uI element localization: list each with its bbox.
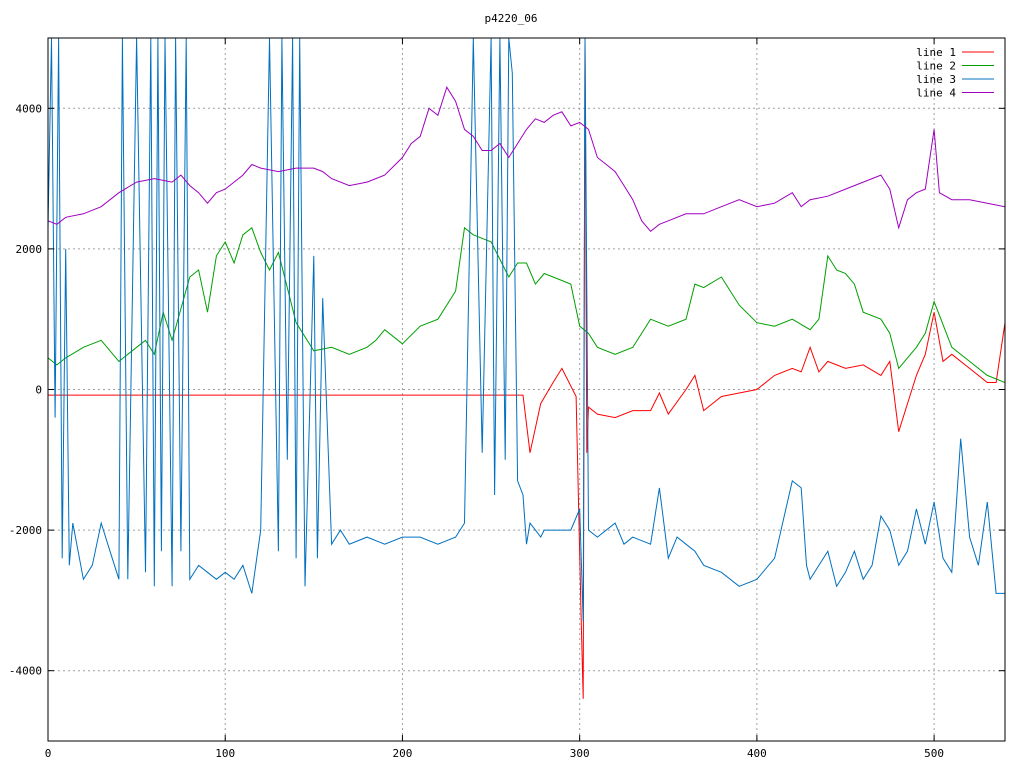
series-line-1 [48,38,1005,699]
legend-label-3: line 3 [916,73,956,86]
x-tick-label: 200 [393,747,413,760]
chart-title: p4220_06 [485,12,538,25]
gridlines [48,38,1005,741]
x-tick-label: 400 [747,747,767,760]
legend-label-1: line 1 [916,46,956,59]
y-tick-label: -4000 [9,665,42,678]
y-tick-label: 4000 [16,102,43,115]
y-tick-label: -2000 [9,524,42,537]
x-tick-label: 100 [215,747,235,760]
series-line-4 [48,86,1005,232]
series-line-2 [48,226,1005,383]
series-group [48,38,1005,699]
legend-label-2: line 2 [916,60,956,73]
series-line-3 [48,38,1005,622]
y-tick-label: 0 [35,384,42,397]
x-tick-label: 300 [570,747,590,760]
axis-ticks: 0 100 200 300 400 500 -4000 -2000 0 2000 4000 [9,38,1005,760]
x-tick-label: 0 [45,747,52,760]
x-tick-label: 500 [924,747,944,760]
legend-label-4: line 4 [916,87,956,100]
plot-frame [47,37,1006,742]
y-tick-label: 2000 [16,243,43,256]
